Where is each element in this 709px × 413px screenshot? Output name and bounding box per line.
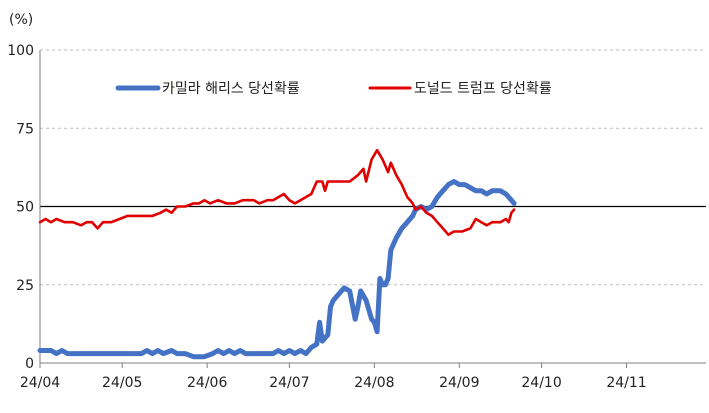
x-tick-label: 24/05 bbox=[102, 375, 142, 391]
y-tick-label: 25 bbox=[16, 278, 34, 294]
x-tick-label: 24/04 bbox=[20, 375, 60, 391]
y-tick-label: 50 bbox=[16, 200, 34, 216]
x-tick-label: 24/08 bbox=[354, 375, 394, 391]
series-lines bbox=[37, 148, 517, 360]
legend: 카밀라 해리스 당선확률 도널드 트럼프 당선확률 bbox=[115, 81, 552, 97]
x-tick-label: 24/11 bbox=[606, 375, 646, 391]
legend-label: 카밀라 해리스 당선확률 bbox=[162, 81, 300, 97]
x-tick-label: 24/10 bbox=[521, 375, 561, 391]
series-line-harris bbox=[37, 179, 517, 360]
series-line-trump bbox=[38, 148, 516, 236]
gridlines bbox=[40, 49, 706, 286]
legend-label: 도널드 트럼프 당선확률 bbox=[414, 81, 552, 97]
y-tick-label: 100 bbox=[7, 43, 34, 59]
x-tick-label: 24/06 bbox=[187, 375, 227, 391]
y-tick-label: 0 bbox=[25, 356, 34, 372]
y-unit-label: (%) bbox=[9, 12, 33, 28]
x-tick-label: 24/07 bbox=[269, 375, 309, 391]
y-tick-label: 75 bbox=[16, 121, 34, 137]
x-tick-label: 24/09 bbox=[439, 375, 479, 391]
axes: 0 25 50 75 100 24/04 24/05 24/06 24/07 24/08 24/09… bbox=[7, 43, 706, 391]
